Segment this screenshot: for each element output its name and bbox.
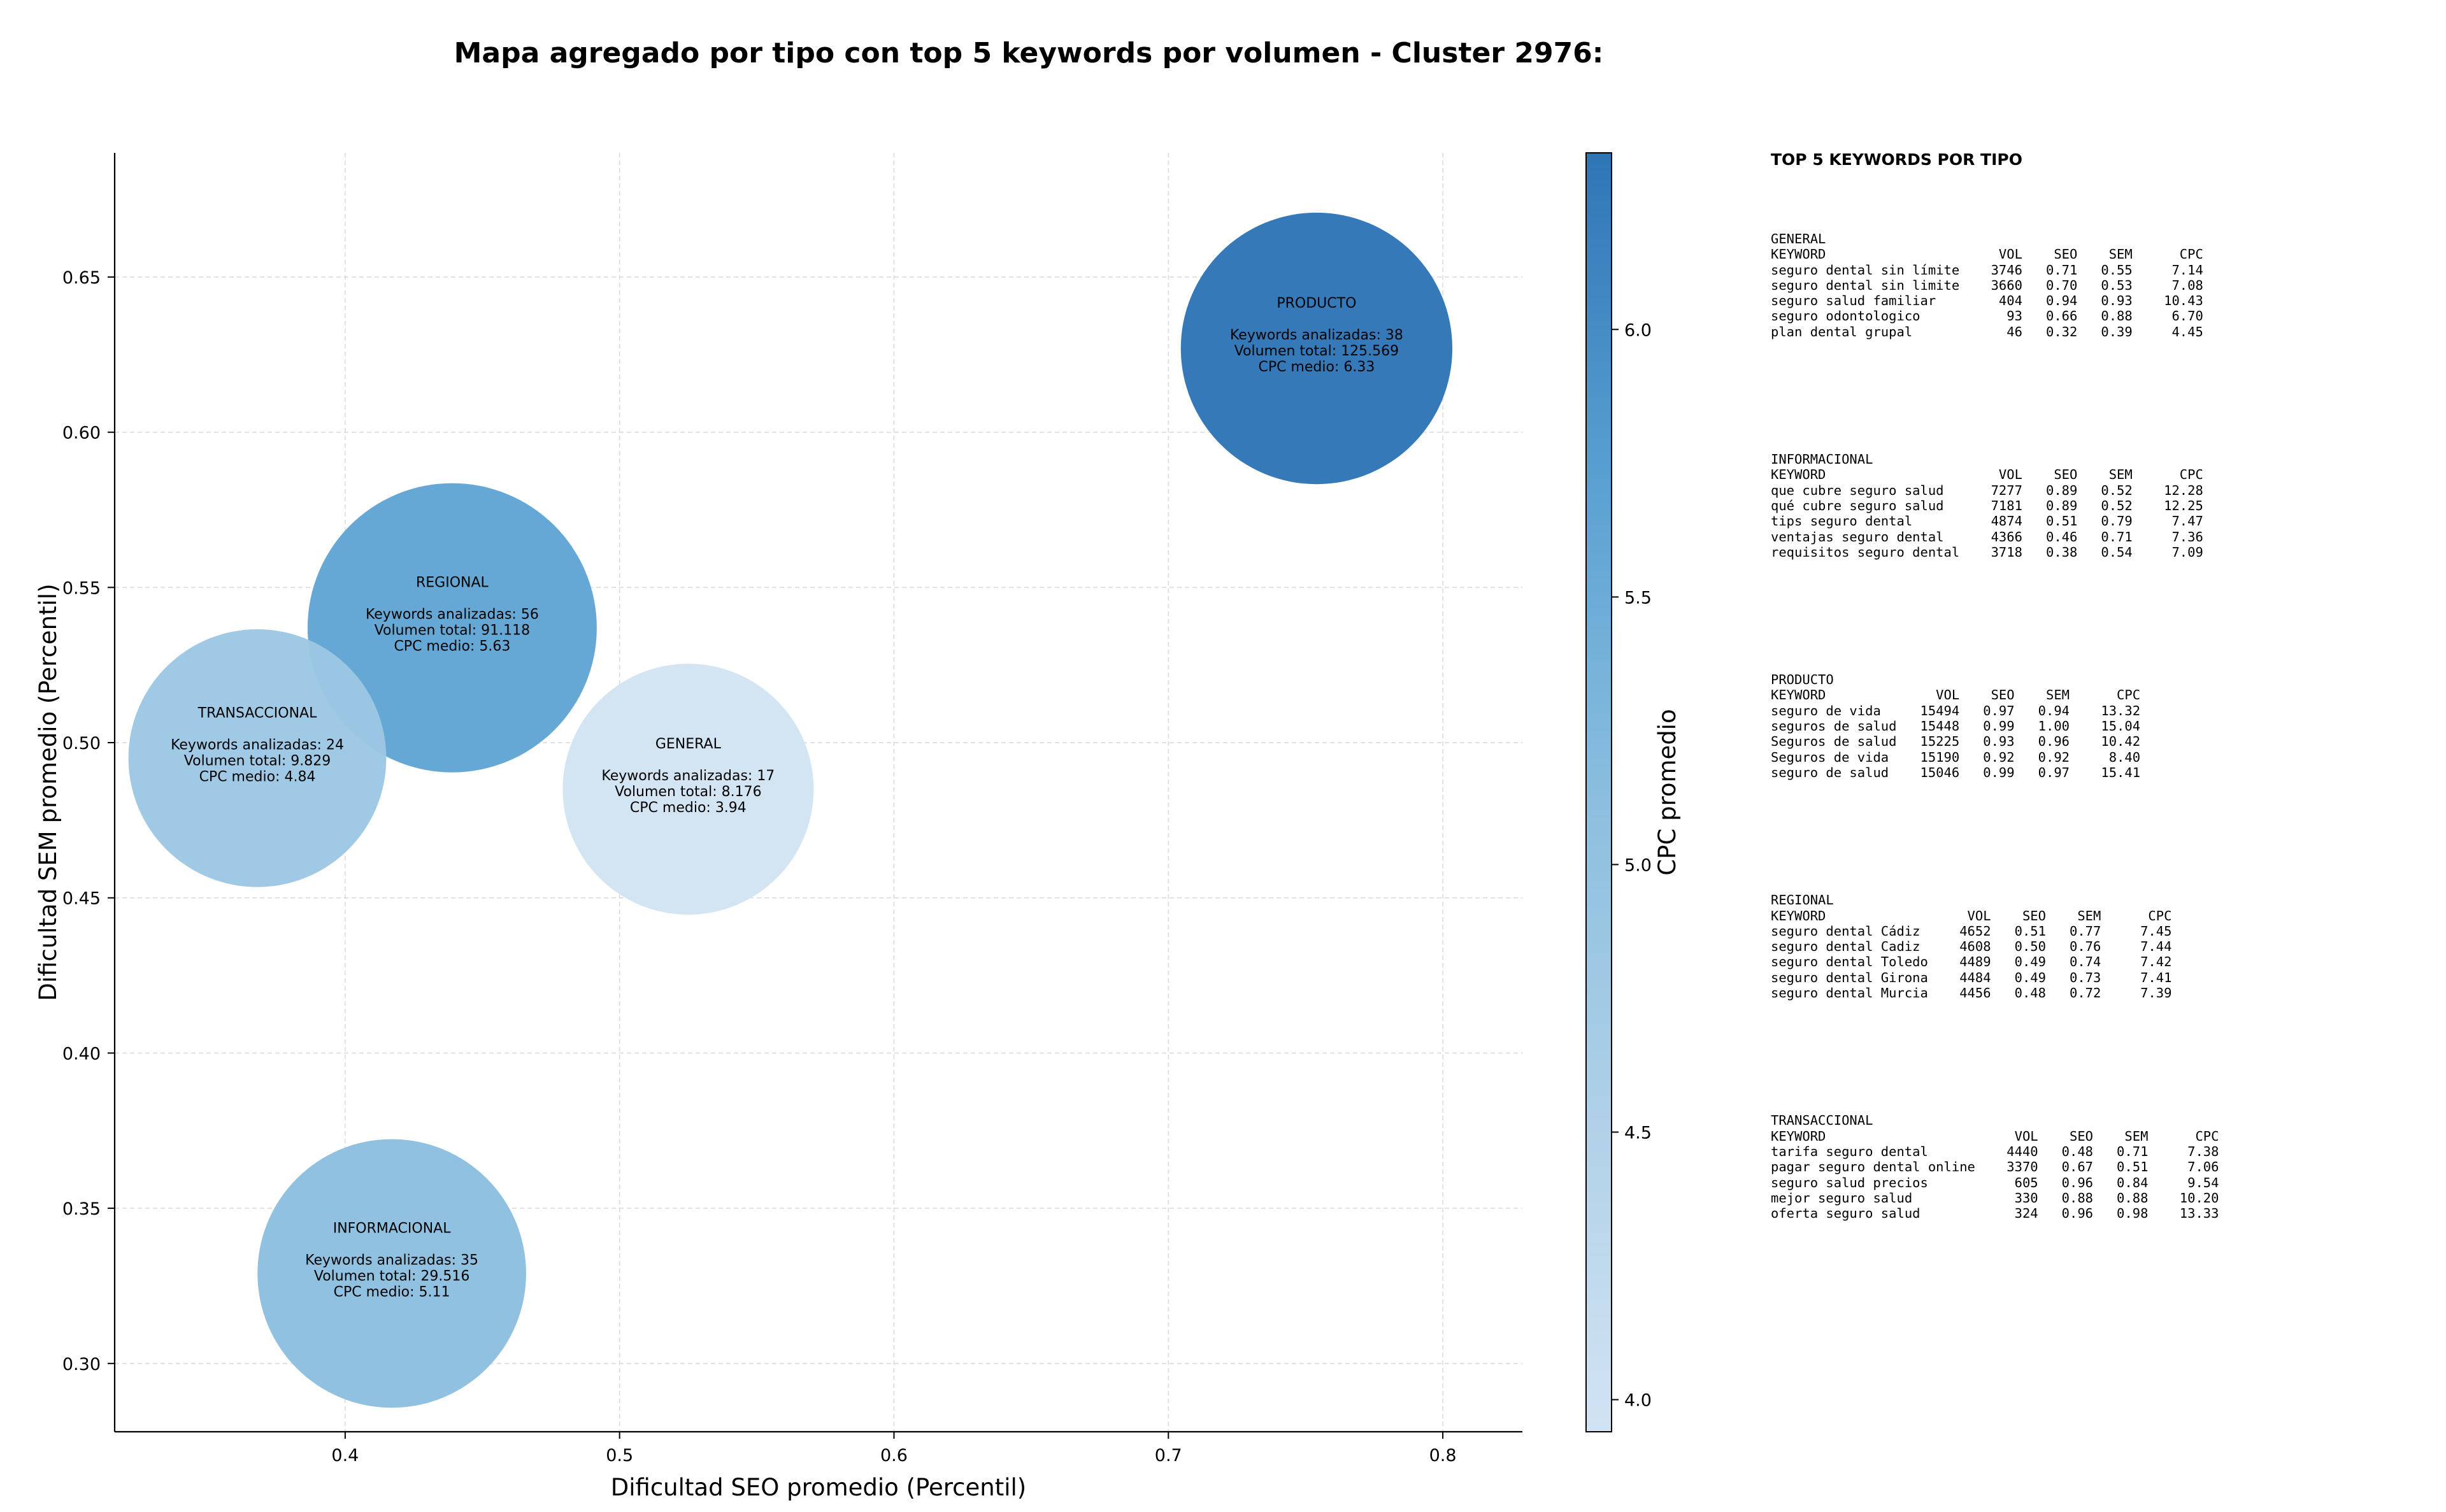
x-tick-label: 0.8 [1429,1446,1457,1466]
bubble-label-keywords: Keywords analizadas: 24 [171,737,344,753]
bubble-label-cpc: CPC medio: 5.63 [394,639,510,655]
colorbar-tick-label: 5.5 [1624,588,1652,608]
y-tick-label: 0.35 [62,1199,101,1219]
y-tick-label: 0.50 [62,734,101,753]
bubble-label-volume: Volumen total: 29.516 [314,1268,469,1284]
keyword-table-transaccional: TRANSACCIONAL KEYWORD VOL SEO SEM CPC ta… [1771,1113,2219,1222]
bubble-label-type: TRANSACCIONAL [197,705,317,721]
colorbar-label: CPC promedio [1654,709,1681,875]
top-keywords-panel: TOP 5 KEYWORDS POR TIPO GENERAL KEYWORD … [1771,150,2421,1221]
x-tick-label: 0.4 [331,1446,359,1466]
keyword-group-producto: PRODUCTO KEYWORD VOL SEO SEM CPC seguro … [1771,672,2421,780]
bubble-producto [1180,212,1453,485]
top-keywords-title: TOP 5 KEYWORDS POR TIPO [1771,150,2022,169]
y-tick-label: 0.60 [62,424,101,443]
bubble-regional [307,483,597,773]
keyword-table-regional: REGIONAL KEYWORD VOL SEO SEM CPC seguro … [1771,892,2172,1001]
colorbar-gradient [1585,152,1612,1432]
y-tick-label: 0.65 [62,268,101,288]
bubble-general [562,664,814,915]
bubble-label-cpc: CPC medio: 6.33 [1258,359,1375,375]
bubble-label-keywords: Keywords analizadas: 38 [1230,327,1403,343]
axes: 0.4 0.5 0.6 0.7 0.8 0.30 0.35 0.40 0.45 0.50 0.55 0… [34,153,1522,1501]
bubble-label-type: PRODUCTO [1277,296,1356,311]
bubble-label-volume: Volumen total: 9.829 [184,753,331,769]
keyword-table-general: GENERAL KEYWORD VOL SEO SEM CPC seguro d… [1771,231,2203,339]
x-tick-label: 0.6 [880,1446,908,1466]
colorbar-tick-label: 5.0 [1624,855,1652,875]
colorbar-tick-label: 4.0 [1624,1391,1652,1411]
bubble-label-volume: Volumen total: 125.569 [1234,343,1399,359]
bubble-label-cpc: CPC medio: 4.84 [199,769,316,785]
bubble-label-keywords: Keywords analizadas: 56 [366,607,539,623]
bubble-label-cpc: CPC medio: 5.11 [334,1284,450,1300]
colorbar-tick-label: 4.5 [1624,1123,1652,1143]
x-tick-label: 0.5 [606,1446,633,1466]
bubble-label-volume: Volumen total: 91.118 [375,623,530,639]
x-axis-label: Dificultad SEO promedio (Percentil) [611,1474,1026,1501]
keyword-group-informacional: INFORMACIONAL KEYWORD VOL SEO SEM CPC qu… [1771,452,2421,560]
bubble-label-type: GENERAL [655,736,722,752]
bubble-informacional [257,1139,526,1408]
keyword-group-general: GENERAL KEYWORD VOL SEO SEM CPC seguro d… [1771,231,2421,339]
y-tick-label: 0.30 [62,1355,101,1374]
y-tick-label: 0.45 [62,889,101,909]
y-tick-label: 0.40 [62,1044,101,1064]
bubble-label-keywords: Keywords analizadas: 17 [601,768,775,784]
x-tick-label: 0.7 [1155,1446,1182,1466]
bubble-label-keywords: Keywords analizadas: 35 [305,1252,478,1268]
chart-title: Mapa agregado por tipo con top 5 keyword… [454,37,1604,69]
keyword-table-informacional: INFORMACIONAL KEYWORD VOL SEO SEM CPC qu… [1771,452,2203,560]
bubble-label-cpc: CPC medio: 3.94 [630,800,747,816]
bubble-label-volume: Volumen total: 8.176 [615,784,761,800]
bubble-label-type: INFORMACIONAL [333,1220,452,1236]
y-axis-label: Dificultad SEM promedio (Percentil) [34,583,62,1001]
keyword-group-regional: REGIONAL KEYWORD VOL SEO SEM CPC seguro … [1771,892,2421,1001]
colorbar: 4.0 4.5 5.0 5.5 6.0 CPC promedio [1585,152,1681,1432]
keyword-group-transaccional: TRANSACCIONAL KEYWORD VOL SEO SEM CPC ta… [1771,1113,2421,1221]
bubble-label-type: REGIONAL [416,575,489,591]
bubble-transaccional [128,629,387,887]
colorbar-tick-label: 6.0 [1624,320,1652,340]
keyword-table-producto: PRODUCTO KEYWORD VOL SEO SEM CPC seguro … [1771,672,2141,780]
y-tick-label: 0.55 [62,578,101,598]
